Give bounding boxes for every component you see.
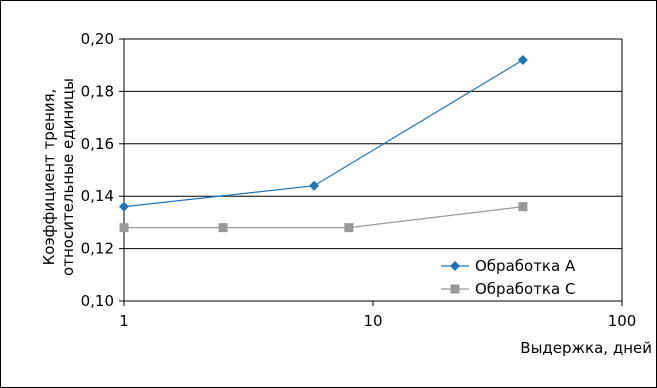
legend: Обработка А Обработка С xyxy=(441,257,576,298)
data-point xyxy=(309,180,320,191)
y-tick-label: 0,10 xyxy=(81,292,114,310)
data-point xyxy=(119,201,129,212)
legend-label: Обработка А xyxy=(475,257,576,275)
series-layer xyxy=(119,54,528,233)
y-axis-title-line-1: Коэффициент трения, xyxy=(40,89,58,266)
legend-entry-1: Обработка А xyxy=(441,257,576,275)
axes: 0,10 0,12 0,14 0,16 0,18 0,20 1 10 100 xyxy=(81,30,637,330)
data-point xyxy=(517,54,528,65)
y-axis-title-line-2: относительные единицы xyxy=(59,78,77,276)
y-tick-label: 0,18 xyxy=(81,82,114,100)
legend-entry-2: Обработка С xyxy=(441,280,575,298)
legend-marker xyxy=(450,284,460,294)
series-line xyxy=(123,59,524,208)
y-tick-label: 0,16 xyxy=(81,135,114,153)
series-line xyxy=(124,206,523,229)
legend-label: Обработка С xyxy=(475,280,575,298)
series-1 xyxy=(119,54,528,212)
data-point xyxy=(119,223,129,233)
y-tick-label: 0,14 xyxy=(81,187,114,205)
gridlines xyxy=(124,38,622,250)
x-tick-label: 100 xyxy=(608,312,637,330)
y-tick-label: 0,12 xyxy=(81,240,114,258)
data-point xyxy=(344,223,354,233)
data-point xyxy=(218,223,228,233)
y-tick-label: 0,20 xyxy=(81,30,114,48)
x-tick-label: 10 xyxy=(363,312,382,330)
series-2 xyxy=(119,202,528,233)
data-point xyxy=(518,202,528,212)
legend-marker xyxy=(450,261,460,271)
x-tick-label: 1 xyxy=(119,312,129,330)
x-axis-title: Выдержка, дней xyxy=(520,339,652,357)
